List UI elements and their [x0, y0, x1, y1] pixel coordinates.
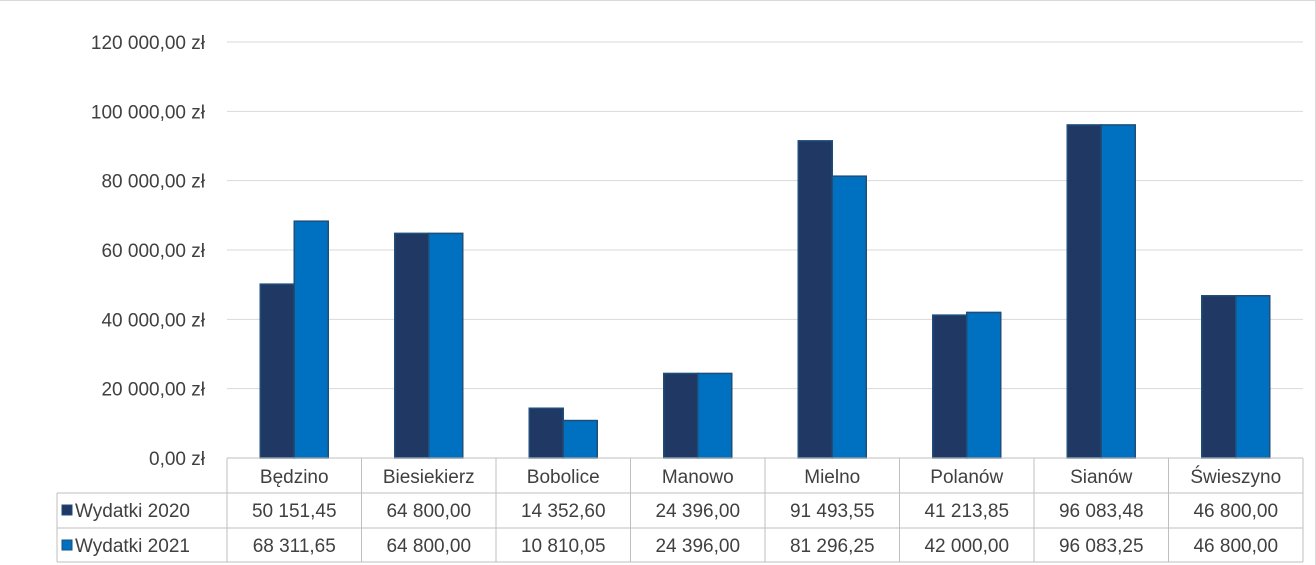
data-table-value: 64 800,00 — [386, 536, 471, 557]
bar-wydatki-2021 — [831, 175, 867, 459]
bar-wydatki-2020 — [663, 372, 699, 459]
bar-wydatki-2021 — [293, 220, 329, 459]
data-table-value: 96 083,25 — [1059, 536, 1144, 557]
bar-wydatki-2021 — [562, 419, 598, 459]
bar-wydatki-2021 — [1100, 124, 1136, 459]
x-category-label: Mielno — [804, 467, 860, 488]
bar-wydatki-2021 — [1235, 295, 1271, 459]
x-category-label: Manowo — [662, 467, 734, 488]
bar-wydatki-2020 — [1066, 124, 1102, 459]
data-table-value: 91 493,55 — [790, 501, 875, 522]
data-table-value: 64 800,00 — [386, 501, 471, 522]
x-category-label: Świeszyno — [1190, 466, 1281, 488]
y-tick-label: 120 000,00 zł — [91, 33, 206, 54]
data-table-value: 81 296,25 — [790, 536, 875, 557]
y-tick-label: 100 000,00 zł — [91, 102, 206, 123]
y-tick-label: 60 000,00 zł — [101, 241, 205, 262]
x-category-label: Bobolice — [527, 467, 600, 488]
bar-wydatki-2020 — [932, 314, 968, 459]
bar-wydatki-2021 — [966, 311, 1002, 459]
data-table-value: 46 800,00 — [1193, 501, 1278, 522]
data-table-value: 14 352,60 — [521, 501, 606, 522]
x-category-label: Polanów — [930, 467, 1003, 488]
bar-wydatki-2020 — [1201, 295, 1237, 459]
bar-wydatki-2020 — [394, 232, 430, 459]
x-category-label: Sianów — [1070, 467, 1133, 488]
legend-key-wydatki-2021 — [61, 539, 73, 551]
legend-key-wydatki-2020 — [61, 504, 73, 516]
y-tick-label: 40 000,00 zł — [101, 310, 205, 331]
legend-label-wydatki-2020: Wydatki 2020 — [75, 501, 190, 522]
bar-wydatki-2020 — [259, 283, 295, 459]
data-table-value: 10 810,05 — [521, 536, 606, 557]
data-table-value: 42 000,00 — [924, 536, 1009, 557]
data-table-value: 68 311,65 — [253, 536, 336, 557]
y-tick-label: 80 000,00 zł — [101, 172, 205, 193]
bar-wydatki-2021 — [428, 232, 464, 459]
data-table-value: 41 213,85 — [924, 501, 1009, 522]
x-category-label: Biesiekierz — [383, 467, 475, 488]
bar-wydatki-2021 — [697, 372, 733, 459]
legend-label-wydatki-2021: Wydatki 2021 — [75, 536, 190, 557]
y-tick-label: 0,00 zł — [149, 449, 206, 470]
bar-wydatki-2020 — [797, 140, 833, 459]
bar-wydatki-2020 — [528, 407, 564, 459]
data-table-value: 96 083,48 — [1059, 501, 1144, 522]
data-table-value: 24 396,00 — [655, 536, 740, 557]
data-table-value: 50 151,45 — [252, 501, 337, 522]
y-tick-label: 20 000,00 zł — [101, 380, 205, 401]
data-table-value: 46 800,00 — [1193, 536, 1278, 557]
data-table-value: 24 396,00 — [655, 501, 740, 522]
x-category-label: Będzino — [260, 467, 329, 488]
